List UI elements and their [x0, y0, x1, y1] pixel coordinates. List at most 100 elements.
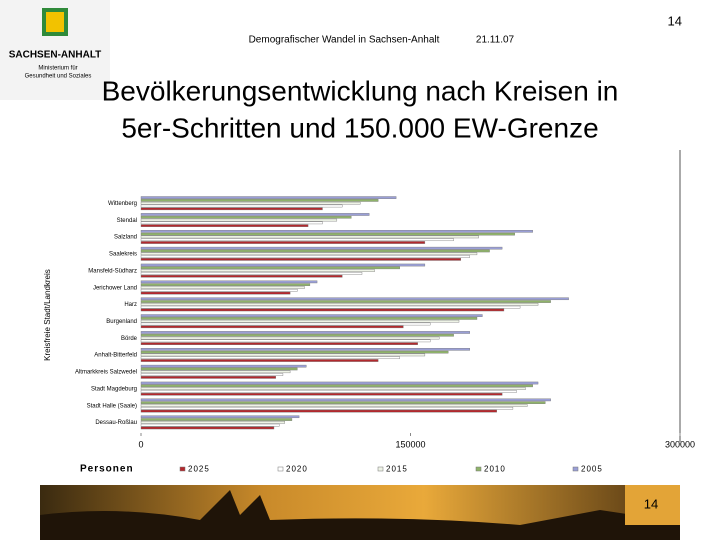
legend-label: 2020	[286, 465, 308, 474]
y-tick-label: Salzland	[114, 235, 137, 241]
bar	[140, 406, 514, 410]
x-tick-label: 0	[138, 439, 143, 449]
bar	[140, 359, 379, 362]
logo-crest-inner	[46, 12, 64, 32]
bar	[140, 426, 275, 430]
bar	[140, 339, 431, 343]
bar	[140, 331, 470, 334]
y-tick-label: Anhalt-Bitterfeld	[94, 353, 137, 359]
y-tick-label: Altmarkkreis Salzwedel	[75, 370, 137, 376]
bar	[140, 353, 426, 357]
page-number: 14	[668, 13, 682, 28]
bar	[140, 300, 551, 303]
bar	[140, 392, 503, 396]
slide-title: 5er-Schritten und 150.000 EW-Grenze	[121, 112, 598, 143]
bar	[140, 370, 291, 374]
bar	[140, 336, 440, 340]
footer-silhouette	[40, 490, 680, 540]
bar	[140, 398, 551, 402]
bar	[140, 418, 293, 421]
y-tick-label: Harz	[124, 302, 137, 308]
legend-swatch	[377, 466, 384, 472]
bar	[140, 224, 309, 227]
y-tick-label: Jerichower Land	[93, 285, 137, 291]
bar	[140, 288, 298, 292]
bar	[140, 286, 305, 289]
bar	[140, 384, 533, 388]
y-tick-label: Börde	[121, 336, 138, 342]
bar	[140, 325, 404, 329]
bar	[140, 322, 431, 326]
legend-swatch	[277, 466, 284, 472]
bar	[140, 199, 379, 202]
logo-name: SACHSEN-ANHALT	[9, 50, 102, 61]
bar	[140, 269, 375, 272]
bar	[140, 246, 503, 250]
bar	[140, 364, 307, 368]
slide-title: Bevölkerungsentwicklung nach Kreisen in	[102, 75, 619, 106]
bar	[140, 215, 352, 219]
bar	[140, 356, 400, 360]
bar	[140, 404, 528, 407]
bar	[140, 218, 338, 222]
y-tick-label: Burgenland	[106, 319, 137, 325]
bar	[140, 297, 569, 301]
bar	[140, 305, 521, 309]
bar	[140, 221, 323, 225]
bar	[140, 381, 539, 385]
footer-page-number: 14	[644, 496, 658, 511]
bar	[140, 333, 454, 337]
bar	[140, 252, 478, 256]
legend-label: 2010	[484, 465, 506, 474]
x-tick-label: 150000	[395, 439, 425, 449]
bar	[140, 204, 343, 208]
y-axis-label: Kreisfreie Stadt/Landkreis	[43, 269, 52, 361]
bar	[140, 230, 533, 233]
x-tick-label: 300000	[665, 439, 695, 449]
y-tick-label: Stadt Halle (Saale)	[87, 403, 137, 409]
bar	[140, 249, 490, 253]
bar	[140, 373, 284, 376]
header-subtitle: Demografischer Wandel in Sachsen-Anhalt	[249, 35, 440, 46]
bar	[140, 235, 479, 239]
bar	[140, 319, 460, 323]
bar	[140, 376, 276, 379]
bar	[140, 196, 397, 199]
bar	[140, 421, 285, 424]
bar	[140, 274, 343, 278]
y-tick-label: Dessau-Roßlau	[95, 420, 137, 426]
bar	[140, 314, 483, 317]
bar	[140, 387, 526, 390]
bar	[140, 308, 505, 312]
bar	[140, 263, 426, 267]
bar	[140, 266, 400, 270]
bar	[140, 401, 546, 404]
bar	[140, 348, 470, 351]
bar	[140, 241, 426, 244]
bar	[140, 390, 517, 393]
bar	[140, 201, 361, 205]
bar	[140, 207, 323, 211]
bar	[140, 283, 311, 286]
bar	[140, 423, 280, 427]
y-tick-label: Stendal	[117, 218, 137, 224]
bar	[140, 280, 318, 284]
bar	[140, 409, 497, 413]
legend-label: 2025	[188, 465, 210, 474]
footer-box	[625, 485, 680, 525]
logo-ministry: Ministerium für	[38, 66, 77, 72]
bar	[140, 303, 539, 306]
bar	[140, 255, 470, 258]
y-tick-label: Saalekreis	[109, 252, 137, 258]
bar	[140, 238, 454, 242]
bar	[140, 272, 363, 275]
bar	[140, 367, 298, 371]
y-tick-label: Mansfeld-Südharz	[88, 268, 137, 274]
bar	[140, 291, 291, 295]
x-axis-label: Personen	[80, 464, 134, 475]
y-tick-label: Stadt Magdeburg	[91, 386, 137, 392]
legend-label: 2015	[386, 465, 408, 474]
legend-swatch	[475, 466, 482, 472]
bar	[140, 342, 418, 345]
